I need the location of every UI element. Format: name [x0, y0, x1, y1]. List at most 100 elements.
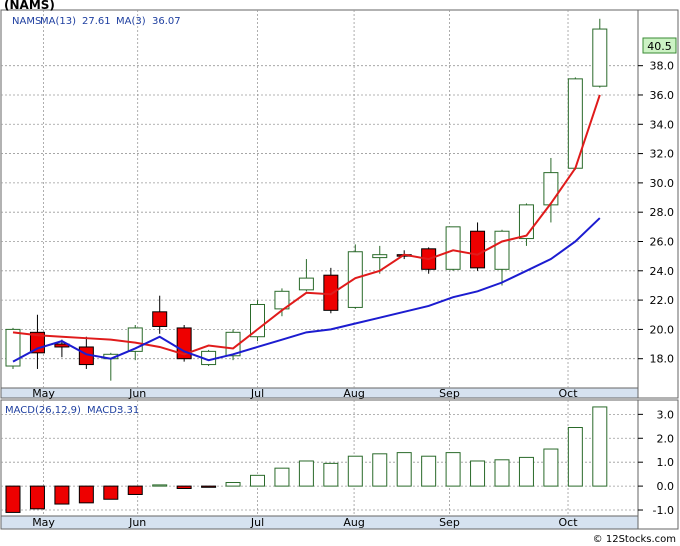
price-tick-label: 20.0 — [650, 323, 675, 336]
price-plot-area — [0, 9, 639, 389]
macd-month-label: Oct — [558, 516, 578, 529]
price-axis-strip — [637, 9, 679, 399]
candle-body — [274, 290, 290, 310]
price-tick-label: 22.0 — [650, 294, 675, 307]
price-month-label: Oct — [558, 387, 578, 400]
macd-bar — [494, 459, 510, 487]
macd-axis-strip — [637, 399, 679, 530]
price-month-label: Aug — [343, 387, 364, 400]
macd-legend-label: MACD: — [87, 405, 120, 416]
price-tick-label: 36.0 — [650, 89, 675, 102]
macd-legend-value: 3.31 — [117, 405, 139, 416]
price-xaxis-band — [0, 387, 639, 399]
macd-bar — [421, 455, 437, 487]
macd-bar — [103, 485, 119, 500]
macd-bar — [250, 474, 265, 487]
last-price-label: 40.5 — [647, 40, 672, 53]
macd-legend-title: MACD(26,12,9) — [5, 405, 81, 416]
macd-plot-area — [0, 399, 639, 517]
chart-title: (NAMS) — [4, 0, 55, 12]
price-tick-label: 24.0 — [650, 265, 675, 278]
price-month-label: May — [32, 387, 55, 400]
candle-body — [250, 303, 265, 338]
macd-xaxis-band — [0, 515, 639, 530]
footer-credit: © 12Stocks.com — [593, 534, 676, 545]
candle-body — [347, 251, 363, 308]
macd-bars — [5, 406, 608, 513]
candle-body — [592, 28, 608, 87]
candle-body — [494, 230, 510, 270]
macd-month-label: Aug — [343, 516, 364, 529]
macd-bar — [470, 460, 486, 487]
price-month-label: Jun — [128, 387, 146, 400]
candle-body — [152, 311, 168, 327]
moving-average-lines — [12, 94, 601, 363]
macd-tick-label: 1.0 — [657, 456, 675, 469]
legend-ma3-value: 36.07 — [152, 16, 181, 27]
macd-bar — [5, 485, 21, 513]
price-month-label: Jul — [250, 387, 264, 400]
macd-month-label: Jul — [250, 516, 264, 529]
macd-legend: MACD(26,12,9) MACD: 3.31 — [5, 405, 139, 416]
macd-bar — [201, 485, 217, 488]
macd-bar — [567, 427, 583, 487]
candle-body — [323, 274, 339, 311]
macd-bar — [347, 455, 363, 487]
price-tick-label: 28.0 — [650, 206, 675, 219]
macd-bar — [274, 467, 290, 487]
macd-bar — [29, 485, 45, 510]
macd-tick-label: 0.0 — [657, 480, 675, 493]
ma3-line — [12, 217, 601, 363]
candle-body — [176, 327, 192, 360]
price-month-label: Sep — [439, 387, 460, 400]
legend-ma13-value: 27.61 — [82, 16, 111, 27]
legend-ma3-label: MA(3) — [116, 16, 146, 27]
last-price-badge: 40.5 — [642, 37, 677, 54]
price-tick-label: 18.0 — [650, 353, 675, 366]
price-tick-label: 34.0 — [650, 118, 675, 131]
macd-bar — [225, 482, 241, 487]
macd-bar — [323, 462, 339, 487]
candle-body — [298, 277, 314, 291]
macd-bar — [543, 448, 559, 487]
macd-bar — [152, 484, 168, 487]
price-tick-label: 30.0 — [650, 177, 675, 190]
ma13-line — [12, 94, 601, 356]
macd-bar — [445, 452, 461, 487]
macd-bar — [372, 453, 388, 487]
macd-month-label: May — [32, 516, 55, 529]
macd-month-label: Jun — [128, 516, 146, 529]
macd-bar — [518, 456, 534, 487]
price-axis-ticks: 18.0 20.0 22.0 24.0 26.0 28.0 30.0 32.0 34.0 36.0… — [638, 60, 674, 366]
candle-body — [372, 254, 388, 259]
legend-symbol: NAMS — [12, 16, 41, 27]
macd-bar — [298, 460, 314, 487]
macd-tick-label: 2.0 — [657, 432, 675, 445]
candle-body — [470, 230, 486, 269]
macd-bar — [176, 485, 192, 489]
candle-body — [445, 226, 461, 270]
candle-body — [5, 328, 21, 367]
macd-bar — [127, 485, 143, 495]
legend-ma13-label: MA(13) — [40, 16, 76, 27]
candlestick-series — [5, 18, 608, 381]
price-grid — [1, 10, 638, 388]
candle-body — [543, 172, 559, 206]
macd-tick-label: -1.0 — [653, 504, 674, 517]
macd-month-label: Sep — [439, 516, 460, 529]
macd-axis-ticks: -1.0 0.0 1.0 2.0 3.0 — [638, 408, 674, 517]
price-tick-label: 26.0 — [650, 235, 675, 248]
macd-tick-label: 3.0 — [657, 408, 675, 421]
price-legend: NAMS MA(13) 27.61 MA(3) 36.07 — [12, 16, 181, 27]
macd-bar — [54, 485, 70, 505]
macd-bar — [592, 406, 608, 487]
price-tick-label: 38.0 — [650, 60, 675, 73]
candle-body — [518, 204, 534, 240]
macd-bar — [396, 452, 412, 487]
price-tick-label: 32.0 — [650, 148, 675, 161]
candle-body — [127, 327, 143, 352]
macd-bar — [78, 485, 94, 504]
month-labels: May May Jun Jun Jul Jul Aug Aug Sep Sep Oct Oct — [32, 387, 578, 529]
